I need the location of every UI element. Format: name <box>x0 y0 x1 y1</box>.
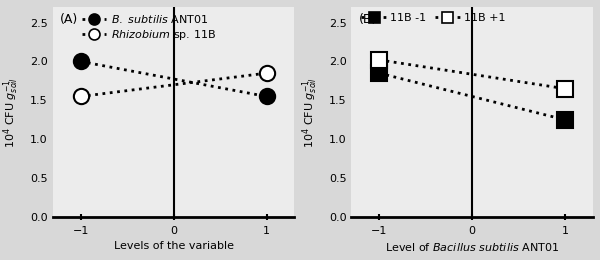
Text: (A): (A) <box>60 13 78 26</box>
Legend: 11B -1, 11B +1: 11B -1, 11B +1 <box>357 8 510 27</box>
Legend: $\it{B.\ subtilis}$ ANT01, $\it{Rhizobium}$ sp. 11B: $\it{B.\ subtilis}$ ANT01, $\it{Rhizobiu… <box>77 8 220 47</box>
X-axis label: Level of $\it{Bacillus\ subtilis}$ ANT01: Level of $\it{Bacillus\ subtilis}$ ANT01 <box>385 241 559 253</box>
Text: (B): (B) <box>359 13 377 26</box>
Text: $10^4$ CFU $g_{soil}^{-1}$: $10^4$ CFU $g_{soil}^{-1}$ <box>301 76 320 148</box>
X-axis label: Levels of the variable: Levels of the variable <box>113 241 233 251</box>
Text: $10^4$ CFU $g_{soil}^{-1}$: $10^4$ CFU $g_{soil}^{-1}$ <box>2 76 22 148</box>
